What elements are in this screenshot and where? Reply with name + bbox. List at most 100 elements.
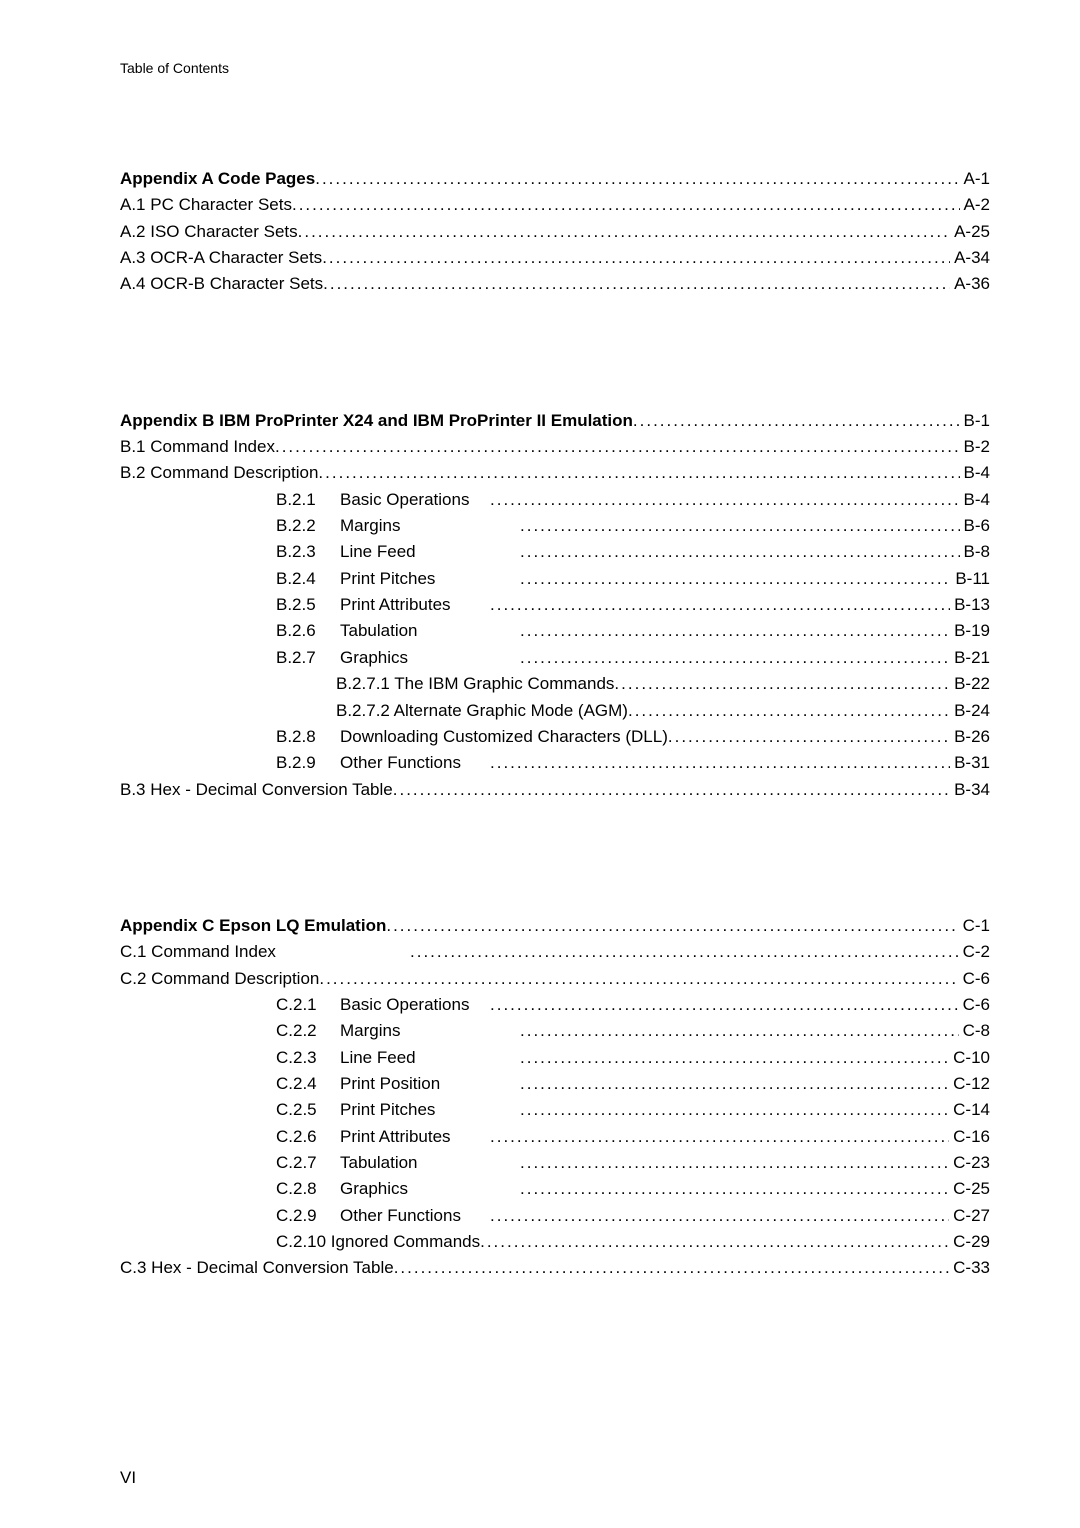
toc-code: B.2.7 bbox=[276, 645, 340, 671]
toc-line: B.2.7.2 Alternate Graphic Mode (AGM)B-24 bbox=[120, 698, 990, 724]
toc-line: A.1 PC Character Sets A-2 bbox=[120, 192, 990, 218]
toc-text: Print Pitches bbox=[340, 1097, 520, 1123]
toc-code: B.2.6 bbox=[276, 618, 340, 644]
toc-dots bbox=[298, 219, 950, 245]
toc-text: Print Attributes bbox=[340, 1124, 490, 1150]
toc-dots bbox=[480, 1229, 949, 1255]
toc-dots bbox=[520, 1071, 949, 1097]
toc-page: C-29 bbox=[949, 1229, 990, 1255]
toc-code: C.2.1 bbox=[276, 992, 340, 1018]
toc-line: B.2.3Line Feed B-8 bbox=[120, 539, 990, 565]
toc-text: Margins bbox=[340, 513, 520, 539]
toc-label: A.3 OCR-A Character Sets bbox=[120, 245, 322, 271]
toc-dots bbox=[410, 939, 959, 965]
toc-label: C.1 Command Index bbox=[120, 939, 410, 965]
toc-page: B-8 bbox=[960, 539, 990, 565]
toc-dots bbox=[614, 671, 950, 697]
toc-dots bbox=[520, 539, 960, 565]
page-number: VI bbox=[120, 1468, 136, 1488]
toc-code: C.2.6 bbox=[276, 1124, 340, 1150]
toc-dots bbox=[628, 698, 950, 724]
toc-dots bbox=[275, 434, 960, 460]
toc-code: C.2.9 bbox=[276, 1203, 340, 1229]
toc-label: B.2.4Print Pitches bbox=[276, 566, 520, 592]
toc-page: B-6 bbox=[960, 513, 990, 539]
toc-head-label: Appendix B IBM ProPrinter X24 and IBM Pr… bbox=[120, 408, 633, 434]
toc-page: C-25 bbox=[949, 1176, 990, 1202]
toc-page: B-4 bbox=[960, 460, 990, 486]
toc-line: C.2 Command DescriptionC-6 bbox=[120, 966, 990, 992]
toc-page: C-6 bbox=[959, 966, 990, 992]
toc-label: B.2.6Tabulation bbox=[276, 618, 520, 644]
toc-label: C.3 Hex - Decimal Conversion Table bbox=[120, 1255, 394, 1281]
toc-line: A.2 ISO Character SetsA-25 bbox=[120, 219, 990, 245]
toc-dots bbox=[322, 245, 950, 271]
toc-code: C.2.7 bbox=[276, 1150, 340, 1176]
toc-head-label: Appendix A Code Pages bbox=[120, 166, 315, 192]
toc-label: A.1 PC Character Sets bbox=[120, 192, 292, 218]
toc-code: B.2.2 bbox=[276, 513, 340, 539]
toc-page: B-2 bbox=[960, 434, 990, 460]
toc-label: C.2.10 Ignored Commands bbox=[276, 1229, 480, 1255]
toc-label: B.2.5Print Attributes bbox=[276, 592, 490, 618]
toc-dots bbox=[319, 966, 958, 992]
toc-label: B.2.7Graphics bbox=[276, 645, 520, 671]
toc-label: B.2.2Margins bbox=[276, 513, 520, 539]
toc-code: B.2.9 bbox=[276, 750, 340, 776]
toc-page: B-4 bbox=[960, 487, 990, 513]
toc-dots bbox=[490, 487, 960, 513]
toc-page: B-24 bbox=[950, 698, 990, 724]
toc-label: B.2.8Downloading Customized Characters (… bbox=[276, 724, 668, 750]
toc-dots bbox=[520, 1097, 949, 1123]
toc-page: A-34 bbox=[950, 245, 990, 271]
toc-head-b: Appendix B IBM ProPrinter X24 and IBM Pr… bbox=[120, 408, 990, 434]
toc-dots bbox=[520, 1150, 949, 1176]
toc-code: B.2.8 bbox=[276, 724, 340, 750]
toc-text: Graphics bbox=[340, 1176, 520, 1202]
toc-label: C.2.4Print Position bbox=[276, 1071, 520, 1097]
toc-head-page: A-1 bbox=[960, 166, 990, 192]
toc-head-page: C-1 bbox=[959, 913, 990, 939]
toc-code: C.2.3 bbox=[276, 1045, 340, 1071]
toc-text: Tabulation bbox=[340, 618, 520, 644]
toc-head-a: Appendix A Code Pages A-1 bbox=[120, 166, 990, 192]
toc-text: Print Attributes bbox=[340, 592, 490, 618]
toc-text: Graphics bbox=[340, 645, 520, 671]
toc-head-page: B-1 bbox=[960, 408, 990, 434]
toc-dots bbox=[520, 618, 950, 644]
toc-label: C.2.1Basic Operations bbox=[276, 992, 490, 1018]
toc-line: B.2 Command DescriptionB-4 bbox=[120, 460, 990, 486]
toc-line: C.2.5Print PitchesC-14 bbox=[120, 1097, 990, 1123]
toc-text: Line Feed bbox=[340, 539, 520, 565]
toc-page: C-33 bbox=[949, 1255, 990, 1281]
toc-page: C-2 bbox=[959, 939, 990, 965]
toc-dots bbox=[323, 271, 950, 297]
toc-code: B.2.3 bbox=[276, 539, 340, 565]
toc-dots bbox=[633, 408, 960, 434]
toc-section-c: Appendix C Epson LQ Emulation C-1 C.1 Co… bbox=[120, 913, 990, 1282]
toc-dots bbox=[490, 1124, 949, 1150]
toc-line: B.2.6Tabulation B-19 bbox=[120, 618, 990, 644]
toc-code: C.2.4 bbox=[276, 1071, 340, 1097]
toc-text: Basic Operations bbox=[340, 992, 490, 1018]
toc-dots bbox=[520, 1176, 949, 1202]
toc-dots bbox=[394, 1255, 949, 1281]
toc-page: B-34 bbox=[950, 777, 990, 803]
toc-page: B-19 bbox=[950, 618, 990, 644]
toc-dots bbox=[490, 1203, 949, 1229]
toc-text: Downloading Customized Characters (DLL) bbox=[340, 724, 668, 750]
toc-page: C-10 bbox=[949, 1045, 990, 1071]
toc-line: C.2.10 Ignored Commands C-29 bbox=[120, 1229, 990, 1255]
toc-line: C.2.9Other FunctionsC-27 bbox=[120, 1203, 990, 1229]
toc-page: C-8 bbox=[959, 1018, 990, 1044]
toc-label: C.2.8Graphics bbox=[276, 1176, 520, 1202]
toc-label: A.4 OCR-B Character Sets bbox=[120, 271, 323, 297]
toc-line: A.4 OCR-B Character SetsA-36 bbox=[120, 271, 990, 297]
toc-label: C.2.5Print Pitches bbox=[276, 1097, 520, 1123]
toc-dots bbox=[318, 460, 959, 486]
toc-label: C.2.7Tabulation bbox=[276, 1150, 520, 1176]
toc-code: B.2.4 bbox=[276, 566, 340, 592]
toc-page: B-13 bbox=[950, 592, 990, 618]
toc-label: C.2.2Margins bbox=[276, 1018, 520, 1044]
toc-text: Other Functions bbox=[340, 750, 490, 776]
